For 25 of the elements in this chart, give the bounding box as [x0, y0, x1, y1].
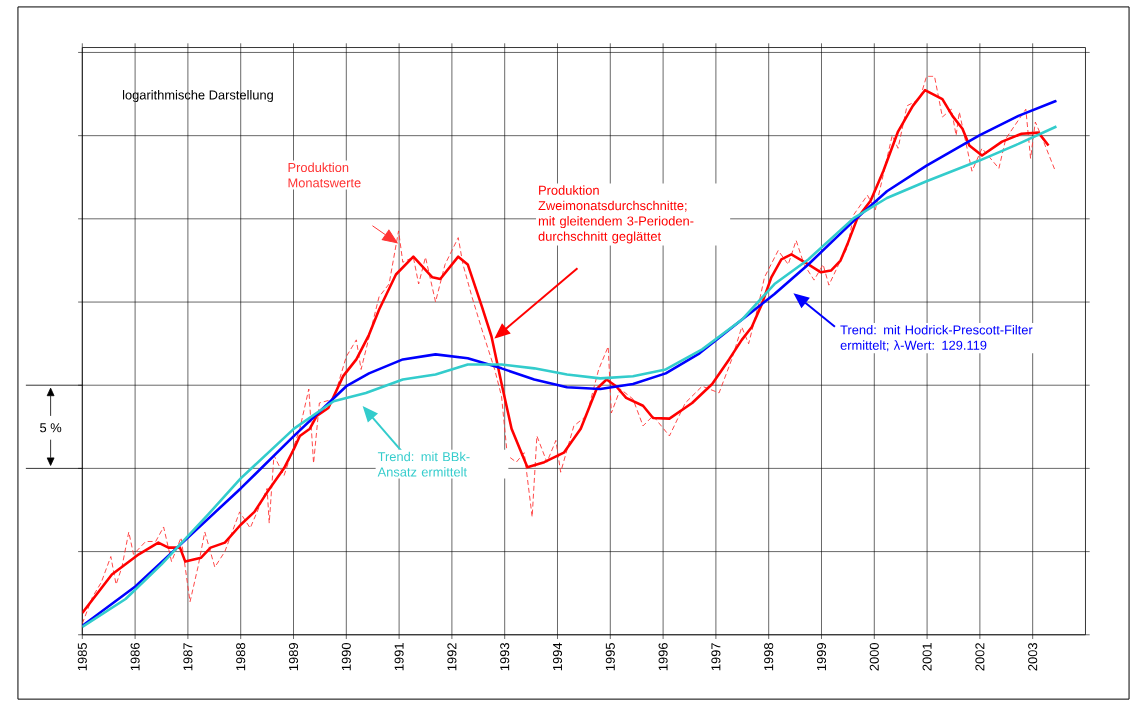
x-tick-label: 1987 — [183, 643, 193, 671]
x-tick-label: 2002 — [975, 643, 985, 671]
x-tick-label: 1997 — [711, 643, 721, 671]
text: Trend: mit Hodrick-Prescott-Filter ermittelt; λ-Wert: 129.119 — [840, 324, 1033, 352]
x-tick-label: 1994 — [552, 642, 563, 671]
x-tick-label: 1991 — [394, 643, 404, 671]
x-tick-label: 1993 — [500, 643, 510, 671]
x-tick-label: 1989 — [288, 643, 299, 671]
text: Trend: mit BBk-Ansatz ermittelt — [377, 451, 470, 477]
x-tick-label: 1992 — [447, 643, 457, 671]
x-tick-label: 1999 — [816, 643, 827, 671]
x-tick-label: 1988 — [236, 643, 246, 671]
x-tick-label: 1990 — [341, 642, 351, 671]
x-tick-label: 2001 — [922, 643, 932, 671]
annotation: logarithmische Darstellung — [122, 90, 273, 102]
x-tick-label: 1998 — [764, 643, 774, 671]
x-tick-label: 1996 — [658, 643, 668, 671]
x-tick-label: 1986 — [130, 643, 140, 671]
x-tick-label: 1985 — [77, 643, 87, 671]
text: 5 % — [40, 423, 62, 433]
text: Produktion Zweimonatsdurchschnitte; mit gleitendem 3-Perioden-durchschnitt geglättet — [538, 185, 694, 244]
x-tick-label: 1995 — [605, 643, 615, 671]
text: Produktion Monatswerte — [288, 162, 361, 188]
x-tick-label: 2000 — [869, 642, 879, 671]
x-tick-label: 2003 — [1028, 643, 1038, 671]
